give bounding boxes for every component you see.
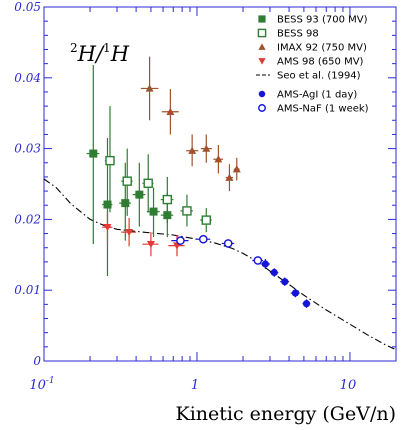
legend-marker	[258, 58, 266, 65]
data-point	[281, 278, 289, 286]
x-tick-label: 10	[340, 378, 357, 393]
data-point	[199, 234, 208, 244]
legend-marker	[258, 90, 266, 98]
data-point	[291, 289, 300, 297]
y-tick-labels: 0 0.01 0.02 0.03 0.04 0.05	[14, 0, 41, 368]
legend-marker	[258, 15, 266, 23]
data-point	[145, 84, 154, 92]
data-point	[232, 165, 241, 173]
x-tick-label-base: 10	[29, 378, 46, 393]
legend-marker	[257, 28, 267, 38]
x-tick-label-base: 1	[191, 378, 199, 393]
legend-label: Seo et al. (1994)	[277, 71, 361, 82]
data-point	[261, 260, 269, 268]
data-point	[302, 300, 311, 308]
data-point	[121, 199, 130, 208]
data-point	[188, 146, 197, 154]
legend-label: IMAX 92 (750 MV)	[277, 43, 367, 54]
y-tick-label: 0.01	[14, 283, 41, 297]
series-bess-98	[104, 106, 212, 233]
data-point	[146, 240, 155, 249]
series-imax-92-750-mv-	[140, 56, 241, 192]
title-numerator-superscript: 2	[70, 41, 78, 55]
data-point	[125, 228, 134, 237]
data-point	[225, 173, 234, 181]
title-denominator: H	[110, 42, 130, 66]
data-point	[89, 149, 98, 158]
title-slash: /	[94, 42, 105, 66]
data-point	[201, 215, 211, 225]
series-ams-agi-1-day-	[260, 259, 311, 308]
x-axis-label: Kinetic energy (GeV/n)	[176, 403, 397, 425]
plot-frame	[43, 6, 397, 362]
x-tick-label-base: 10	[340, 378, 357, 393]
data-series	[86, 56, 311, 308]
y-tick-label: 0.02	[14, 212, 41, 226]
data-point	[103, 200, 112, 209]
axis-ticks	[43, 6, 397, 362]
data-point	[103, 223, 112, 232]
series-ams-98-650-mv-	[102, 210, 185, 257]
legend-label: BESS 98	[277, 29, 319, 40]
title-denominator-superscript: 1	[103, 41, 111, 55]
legend-marker	[258, 43, 266, 50]
data-point	[176, 236, 185, 245]
title-numerator: H	[77, 42, 97, 66]
data-point	[202, 144, 211, 152]
data-point	[143, 178, 153, 188]
y-tick-label: 0	[33, 354, 41, 368]
data-point	[223, 239, 233, 248]
x-tick-label-exponent: -1	[46, 376, 55, 386]
data-point	[270, 268, 278, 277]
y-tick-label: 0.03	[14, 142, 41, 156]
data-point	[162, 194, 173, 205]
series-ams-naf-1-week-	[171, 234, 263, 265]
model-curve-line	[43, 178, 397, 351]
y-tick-label: 0.05	[14, 0, 41, 14]
chart-title: 2H/1H	[70, 41, 130, 66]
x-tick-label: 10-1	[29, 376, 54, 393]
model-curve	[43, 178, 397, 351]
data-point	[122, 176, 132, 186]
legend-label: AMS-AgI (1 day)	[277, 90, 357, 101]
x-tick-labels: 10-1 1 10	[29, 376, 356, 393]
legend-label: AMS-NaF (1 week)	[277, 104, 369, 115]
legend-label: AMS 98 (650 MV)	[277, 57, 364, 68]
legend-label: BESS 93 (700 MV)	[277, 15, 368, 26]
data-point	[149, 207, 158, 216]
data-point	[105, 155, 115, 166]
data-point	[166, 107, 175, 115]
data-point	[182, 206, 192, 216]
y-tick-label: 0.04	[14, 71, 41, 85]
data-point	[135, 190, 144, 199]
legend-marker	[258, 104, 266, 112]
legend: BESS 93 (700 MV) BESS 98 IMAX 92 (750 MV) A…	[256, 15, 369, 115]
data-point	[253, 256, 263, 265]
data-point	[214, 155, 223, 163]
series-bess-93-700-mv-	[86, 65, 174, 277]
x-tick-label: 1	[191, 378, 199, 393]
